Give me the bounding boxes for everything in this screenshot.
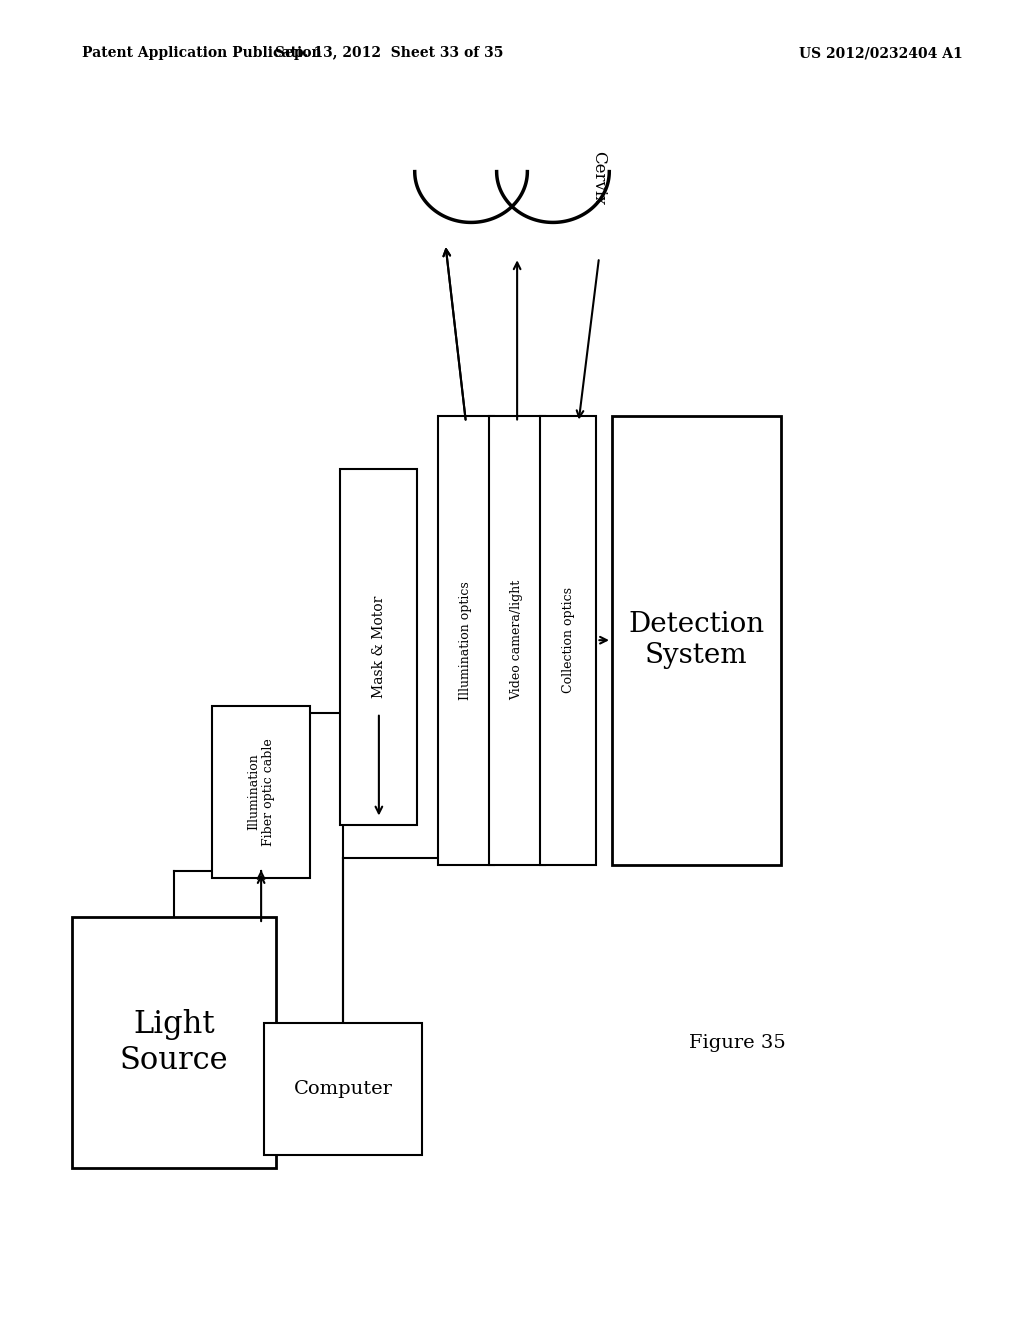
Text: Patent Application Publication: Patent Application Publication — [82, 46, 322, 61]
FancyBboxPatch shape — [213, 706, 309, 878]
FancyBboxPatch shape — [340, 469, 418, 825]
Text: Collection optics: Collection optics — [562, 587, 574, 693]
Text: Detection
System: Detection System — [629, 611, 764, 669]
Text: Light
Source: Light Source — [120, 1010, 228, 1076]
Text: US 2012/0232404 A1: US 2012/0232404 A1 — [799, 46, 963, 61]
FancyBboxPatch shape — [72, 917, 276, 1168]
FancyBboxPatch shape — [438, 416, 494, 865]
Text: Video camera/light: Video camera/light — [511, 579, 523, 701]
Text: Figure 35: Figure 35 — [689, 1034, 785, 1052]
Text: Illumination
Fiber optic cable: Illumination Fiber optic cable — [247, 738, 275, 846]
FancyBboxPatch shape — [489, 416, 545, 865]
Text: Sep. 13, 2012  Sheet 33 of 35: Sep. 13, 2012 Sheet 33 of 35 — [274, 46, 504, 61]
Text: Mask & Motor: Mask & Motor — [372, 595, 386, 698]
Text: Computer: Computer — [294, 1080, 392, 1098]
FancyBboxPatch shape — [264, 1023, 422, 1155]
FancyBboxPatch shape — [541, 416, 597, 865]
FancyBboxPatch shape — [612, 416, 781, 865]
Text: Illumination optics: Illumination optics — [460, 581, 472, 700]
Text: Cervix: Cervix — [591, 150, 607, 206]
